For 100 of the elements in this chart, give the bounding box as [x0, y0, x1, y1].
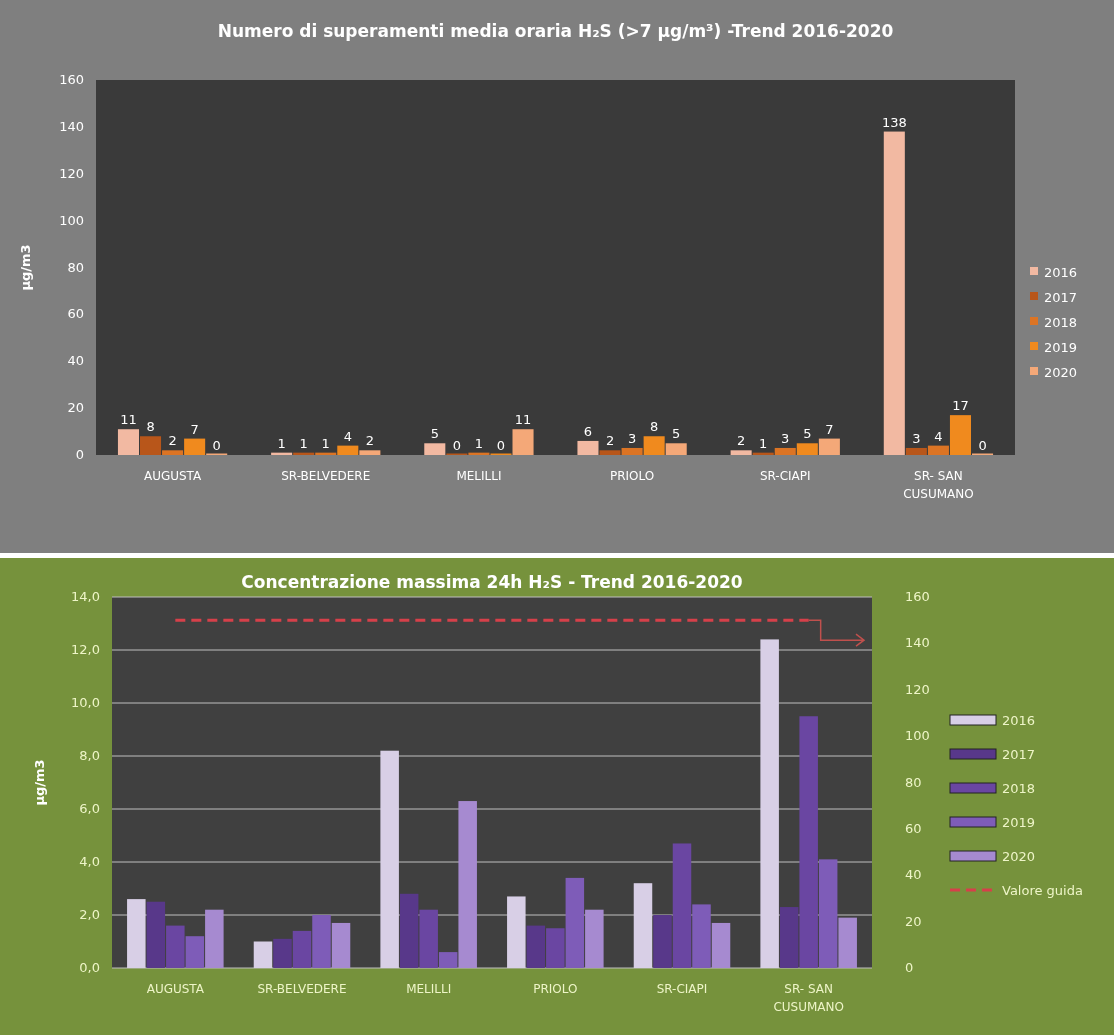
bar: [438, 952, 458, 968]
x-tick-label: AUGUSTA: [146, 982, 205, 996]
x-tick-label: PRIOLO: [533, 982, 578, 996]
bar: [577, 440, 599, 455]
y2-tick-label: 120: [905, 681, 930, 697]
bar: [643, 436, 665, 455]
y2-tick-label: 0: [905, 960, 914, 975]
bar: [127, 899, 146, 968]
bar: [512, 429, 534, 455]
y2-tick-label: 140: [905, 635, 930, 651]
x-tick-label: PRIOLO: [609, 469, 655, 483]
bar: [253, 941, 273, 968]
legend-label: 2016: [1002, 713, 1036, 728]
bar: [273, 938, 292, 968]
y-tick-label: 14,0: [71, 589, 100, 604]
bar: [458, 801, 477, 968]
data-label: 2: [737, 433, 746, 449]
y-tick-label: 0: [75, 447, 84, 462]
data-label: 7: [190, 421, 199, 437]
data-label: 0: [496, 438, 506, 453]
data-label: 5: [672, 426, 681, 442]
data-label: 2: [168, 433, 177, 449]
data-label: 1: [759, 435, 768, 451]
bar: [779, 907, 799, 968]
legend-label: 2016: [1044, 265, 1078, 280]
legend-label: Valore guida: [1002, 883, 1083, 898]
bar: [633, 883, 653, 968]
bar: [146, 901, 166, 968]
bar: [665, 443, 687, 455]
y2-tick-label: 60: [905, 820, 922, 836]
bar: [599, 450, 621, 455]
bar: [653, 915, 672, 968]
data-label: 11: [120, 412, 137, 428]
bar: [184, 438, 206, 455]
bar: [692, 904, 711, 968]
data-label: 2: [605, 433, 615, 449]
y-tick-label: 60: [67, 306, 84, 322]
x-tick-label: SR- SAN CUSUMANO: [903, 469, 974, 501]
data-label: 0: [452, 438, 461, 453]
bar: [799, 716, 818, 968]
bar: [883, 131, 905, 455]
chart-title: Numero di superamenti media oraria H₂S (>7 µg/m³) -Trend 2016-2020: [217, 21, 894, 41]
bar: [927, 445, 949, 455]
data-label: 17: [952, 398, 969, 414]
y2-tick-label: 20: [905, 913, 922, 929]
data-label: 3: [781, 430, 790, 446]
bar: [565, 877, 585, 968]
data-label: 6: [583, 423, 593, 439]
data-label: 5: [430, 426, 439, 442]
data-label: 1: [474, 435, 484, 451]
bar: [818, 438, 840, 455]
bar: [380, 750, 399, 968]
y-tick-label: 140: [59, 118, 84, 134]
legend-label: 2018: [1044, 315, 1078, 330]
data-label: 2: [365, 433, 374, 449]
y-tick-label: 100: [59, 212, 84, 228]
y-tick-label: 160: [59, 72, 84, 87]
x-tick-label: MELILLI: [406, 982, 452, 996]
bar: [185, 936, 205, 968]
y2-tick-label: 40: [905, 867, 922, 883]
bar: [337, 445, 359, 455]
data-label: 4: [934, 428, 943, 444]
bar: [526, 925, 546, 968]
bar: [507, 896, 526, 968]
bar: [730, 450, 752, 455]
bar: [760, 639, 779, 968]
bar: [818, 859, 838, 968]
bar: [331, 922, 351, 968]
bar: [838, 917, 857, 968]
x-tick-label: SR- SAN CUSUMANO: [773, 982, 844, 1014]
x-tick-label: SR-CIAPI: [759, 469, 811, 483]
bar: [292, 930, 312, 968]
bar: [796, 443, 818, 455]
bar: [774, 447, 796, 455]
y-axis-title: µg/m3: [18, 244, 33, 291]
data-label: 8: [650, 419, 659, 435]
y2-tick-label: 80: [905, 774, 922, 790]
bar: [585, 909, 604, 968]
y-tick-label: 10,0: [71, 695, 100, 710]
data-label: 0: [978, 438, 987, 453]
bar: [359, 450, 381, 455]
legend-label: 2017: [1044, 290, 1078, 305]
y2-tick-label: 100: [905, 728, 930, 744]
legend-label: 2020: [1002, 849, 1036, 864]
bar: [711, 922, 731, 968]
legend-label: 2019: [1002, 815, 1036, 830]
data-label: 1: [321, 435, 330, 451]
bar: [672, 843, 692, 968]
y-tick-label: 20: [67, 400, 84, 416]
y-tick-label: 120: [59, 165, 84, 181]
y-tick-label: 40: [67, 353, 84, 369]
y-tick-label: 0,0: [79, 960, 100, 975]
bar: [117, 429, 139, 455]
bar: [312, 915, 331, 968]
x-tick-label: MELILLI: [456, 469, 502, 483]
bar: [166, 925, 185, 968]
data-label: 7: [825, 421, 834, 437]
data-label: 1: [277, 435, 286, 451]
x-tick-label: SR-BELVEDERE: [281, 469, 371, 483]
data-label: 0: [212, 438, 221, 453]
